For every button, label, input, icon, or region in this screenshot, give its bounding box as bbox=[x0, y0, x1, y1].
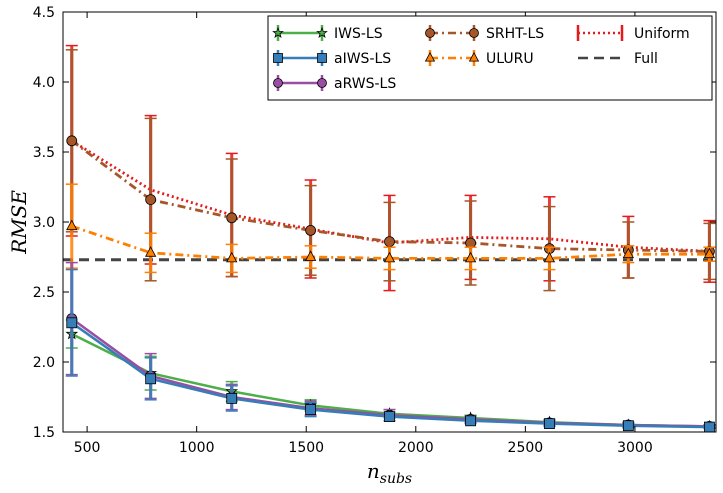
legend-item-aiws-ls: aIWS-LS bbox=[273, 50, 391, 67]
legend-label-uniform: Uniform bbox=[634, 26, 690, 42]
x-tick-label: 2000 bbox=[398, 440, 434, 456]
data-point-aiws-ls bbox=[704, 421, 715, 432]
series-line-srht-ls bbox=[70, 139, 710, 253]
data-point-aiws-ls bbox=[384, 411, 395, 423]
series-uluru bbox=[65, 183, 716, 274]
series-srht-ls bbox=[65, 49, 716, 292]
legend-label-srht-ls: SRHT-LS bbox=[486, 26, 544, 42]
series-aiws-ls bbox=[65, 268, 716, 432]
legend-label-uluru: ULURU bbox=[486, 51, 534, 67]
data-point-srht-ls bbox=[66, 135, 78, 147]
legend-item-full: Full bbox=[578, 51, 658, 67]
data-point-aiws-ls bbox=[305, 404, 317, 416]
legend-swatch-marker-uluru bbox=[468, 51, 480, 62]
data-point-srht-ls bbox=[226, 212, 238, 224]
data-point-aiws-ls bbox=[145, 373, 157, 385]
x-tick-label: 2500 bbox=[508, 440, 544, 456]
data-point-uluru bbox=[622, 247, 635, 259]
legend-swatch-marker-arws-ls bbox=[273, 78, 283, 88]
data-point-srht-ls bbox=[384, 236, 395, 248]
data-point-aiws-ls bbox=[226, 392, 238, 404]
legend-item-arws-ls: aRWS-LS bbox=[273, 75, 396, 92]
y-tick-label: 3.5 bbox=[33, 145, 55, 161]
data-point-uluru bbox=[304, 250, 317, 261]
x-axis-label-subscript: subs bbox=[380, 471, 412, 487]
x-tick-label: 500 bbox=[74, 440, 101, 456]
legend-swatch-marker-srht-ls bbox=[425, 28, 435, 38]
data-point-uluru bbox=[383, 251, 396, 263]
data-point-aiws-ls bbox=[465, 415, 476, 427]
y-tick-label: 3.0 bbox=[33, 215, 55, 231]
legend-label-arws-ls: aRWS-LS bbox=[334, 76, 396, 92]
data-point-uluru bbox=[226, 251, 238, 263]
series-line-uluru bbox=[71, 224, 710, 260]
legend-item-iws-ls: IWS-LS bbox=[272, 25, 383, 42]
series-group bbox=[63, 44, 716, 432]
data-point-srht-ls bbox=[305, 224, 317, 236]
series-line-uniform bbox=[71, 139, 710, 253]
y-axis-label: RMSE bbox=[7, 190, 31, 255]
legend-item-uniform: Uniform bbox=[576, 25, 690, 42]
legend-swatch-marker-uluru bbox=[424, 51, 436, 62]
y-tick-label: 2.5 bbox=[33, 285, 55, 301]
legend-label-aiws-ls: aIWS-LS bbox=[334, 51, 391, 67]
legend-box bbox=[267, 15, 713, 101]
data-point-aiws-ls bbox=[544, 418, 555, 430]
data-point-uluru bbox=[464, 251, 477, 263]
x-tick-label: 1000 bbox=[179, 440, 215, 456]
data-point-uluru bbox=[66, 219, 78, 231]
legend-swatch-marker-iws-ls bbox=[316, 26, 328, 38]
data-point-aiws-ls bbox=[622, 420, 634, 432]
y-tick-label: 2.0 bbox=[33, 355, 55, 371]
y-tick-label: 1.5 bbox=[33, 425, 55, 441]
x-axis-label-base: n bbox=[367, 459, 380, 483]
legend-item-srht-ls: SRHT-LS bbox=[425, 25, 544, 42]
data-point-uluru bbox=[703, 247, 716, 259]
legend-label-full: Full bbox=[634, 51, 658, 67]
x-tick-label: 3000 bbox=[617, 440, 653, 456]
legend-swatch-marker-iws-ls bbox=[272, 26, 284, 38]
legend-item-uluru: ULURU bbox=[424, 50, 534, 67]
data-point-srht-ls bbox=[145, 194, 157, 206]
x-axis-label: nsubs bbox=[367, 459, 412, 487]
legend-swatch-marker-aiws-ls bbox=[273, 53, 283, 63]
x-tick-label: 1500 bbox=[288, 440, 324, 456]
legend-swatch-marker-aiws-ls bbox=[317, 53, 327, 63]
data-point-uluru bbox=[144, 246, 157, 257]
legend-swatch-marker-arws-ls bbox=[317, 78, 327, 88]
legend-label-iws-ls: IWS-LS bbox=[334, 26, 383, 42]
data-point-uluru bbox=[543, 251, 556, 263]
legend-swatch-marker-srht-ls bbox=[469, 28, 479, 38]
data-point-aiws-ls bbox=[66, 317, 78, 329]
y-tick-label: 4.5 bbox=[33, 5, 55, 21]
y-tick-label: 4.0 bbox=[33, 75, 55, 91]
legend: IWS-LS aIWS-LS aRWS-LS SRHT-LS ULURU Uniform F… bbox=[267, 15, 713, 101]
